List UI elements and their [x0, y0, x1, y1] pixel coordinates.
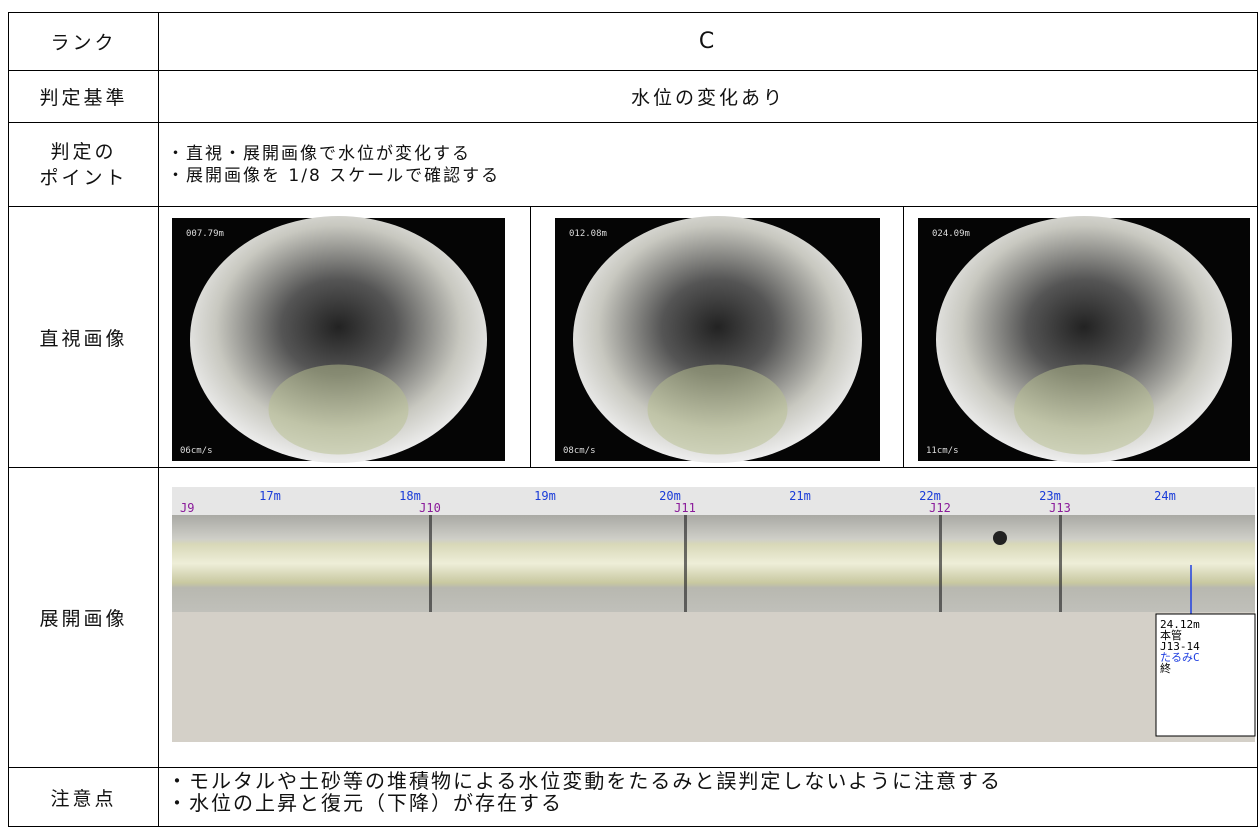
- note-line: 終: [1160, 661, 1171, 675]
- speed: 08cm/s: [563, 446, 596, 456]
- joint: [429, 515, 432, 612]
- scale-label: 24m: [1154, 489, 1176, 503]
- caution-line: ・モルタルや土砂等の堆積物による水位変動をたるみと誤判定しないように注意する: [167, 769, 1002, 793]
- speed: 06cm/s: [180, 446, 213, 456]
- scale-label: 22m: [919, 489, 941, 503]
- joint-label: J12: [929, 501, 951, 515]
- joint: [939, 515, 942, 612]
- note-line: たるみC: [1160, 651, 1200, 664]
- point-line: ・直視・展開画像で水位が変化する: [167, 143, 471, 164]
- joint-label: J10: [419, 501, 441, 515]
- scale-strip: [172, 487, 1255, 515]
- deposit: [993, 531, 1007, 545]
- note-line: 本管: [1160, 628, 1182, 642]
- water: [647, 364, 788, 455]
- speed: 11cm/s: [926, 446, 959, 456]
- scale-label: 23m: [1039, 489, 1061, 503]
- background: [172, 612, 1255, 742]
- scale-label: 21m: [789, 489, 811, 503]
- pipe-view: [936, 216, 1232, 463]
- pipe-view: [573, 216, 862, 463]
- point-line: ・展開画像を 1/8 スケールで確認する: [167, 165, 501, 186]
- distance: 012.08m: [569, 229, 607, 239]
- joint: [684, 515, 687, 612]
- joint: [1059, 515, 1062, 612]
- caution-line: ・水位の上昇と復元（下降）が存在する: [167, 791, 563, 815]
- scale-label: 17m: [259, 489, 281, 503]
- pipe-view: [190, 216, 487, 463]
- distance: 007.79m: [186, 229, 224, 239]
- joint-label: J9: [180, 501, 194, 515]
- scale-label: 18m: [399, 489, 421, 503]
- scale-label: 19m: [534, 489, 556, 503]
- note-line: J13-14: [1160, 640, 1200, 653]
- joint-label: J11: [674, 501, 696, 515]
- pipe-strip: [172, 515, 1255, 612]
- distance: 024.09m: [932, 229, 970, 239]
- note-line: 24.12m: [1160, 618, 1200, 631]
- note-box: [1155, 613, 1256, 737]
- scale-label: 20m: [659, 489, 681, 503]
- label-line: ポイント: [39, 166, 128, 189]
- water: [268, 364, 409, 455]
- water: [1014, 364, 1154, 455]
- joint-label: J13: [1049, 501, 1071, 515]
- label-line: 判定の: [50, 140, 117, 163]
